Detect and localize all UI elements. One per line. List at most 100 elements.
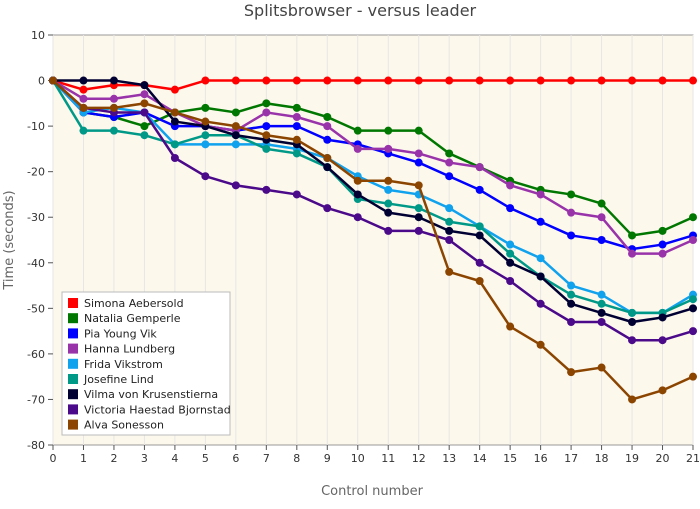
x-tick-label-0: 0 [50,452,57,465]
y-axis-ticks: 10 0 -10 -20 -30 -40 -50 -60 -70 -80 [27,29,53,452]
data-point-2-9 [323,135,332,144]
data-point-0-10 [353,76,362,85]
data-point-5-14 [475,222,484,231]
data-point-2-20 [658,240,667,249]
data-point-5-1 [79,126,88,135]
data-point-7-10 [353,213,362,222]
x-tick-label-4: 4 [171,452,178,465]
data-point-6-12 [414,213,423,222]
data-point-8-8 [292,135,301,144]
data-point-8-17 [567,368,576,377]
legend-label-3: Hanna Lundberg [84,343,175,356]
data-point-2-13 [445,172,454,181]
x-tick-label-2: 2 [110,452,117,465]
x-tick-label-6: 6 [232,452,239,465]
data-point-2-15 [506,204,515,213]
data-point-5-13 [445,217,454,226]
data-point-3-19 [628,249,637,258]
data-point-3-15 [506,181,515,190]
legend-label-4: Frida Vikstrom [84,358,163,371]
data-point-6-14 [475,231,484,240]
data-point-2-17 [567,231,576,240]
data-point-0-11 [384,76,393,85]
data-point-4-6 [231,140,240,149]
y-tick-label-3: -20 [27,166,45,179]
data-point-4-16 [536,254,545,263]
data-point-2-8 [292,122,301,131]
y-tick-label-4: -30 [27,211,45,224]
data-point-8-10 [353,176,362,185]
data-point-1-21 [689,213,697,222]
y-tick-label-1: 0 [38,75,45,88]
data-point-3-7 [262,108,271,117]
data-point-6-4 [170,117,179,126]
data-point-8-5 [201,117,210,126]
data-point-8-15 [506,322,515,331]
data-point-8-11 [384,176,393,185]
series-line-7 [52,79,694,342]
data-point-7-5 [201,172,210,181]
y-tick-label-8: -70 [27,393,45,406]
data-point-0-21 [689,76,697,85]
data-point-8-13 [445,267,454,276]
data-point-5-4 [170,140,179,149]
data-point-5-5 [201,131,210,140]
legend-label-0: Simona Aebersold [84,297,184,310]
data-point-8-1 [79,103,88,112]
data-point-0-7 [262,76,271,85]
x-tick-label-11: 11 [381,452,395,465]
data-point-6-11 [384,208,393,217]
data-point-4-18 [597,290,606,299]
data-point-7-8 [292,190,301,199]
data-point-7-20 [658,336,667,345]
data-point-1-11 [384,126,393,135]
series-line-8 [52,79,694,401]
data-point-5-3 [140,131,149,140]
data-point-0-17 [567,76,576,85]
data-point-0-20 [658,76,667,85]
data-point-6-9 [323,163,332,172]
data-point-0-6 [231,76,240,85]
data-point-8-16 [536,340,545,349]
x-tick-label-17: 17 [564,452,578,465]
series-line-4 [52,79,694,315]
data-point-0-16 [536,76,545,85]
data-point-4-17 [567,281,576,290]
data-point-3-8 [292,113,301,121]
series-layer [49,76,697,404]
data-point-2-18 [597,236,606,244]
x-tick-label-12: 12 [412,452,426,465]
data-point-1-20 [658,226,667,235]
series-line-5 [51,79,694,315]
data-point-8-3 [140,99,149,108]
data-point-3-11 [384,144,393,153]
data-point-1-5 [201,103,210,112]
x-tick-label-10: 10 [351,452,365,465]
series-line-0 [52,79,693,91]
data-point-4-15 [506,240,515,249]
legend-swatch-4 [68,358,78,369]
y-tick-label-5: -40 [27,257,45,270]
data-point-6-16 [536,272,545,281]
data-point-6-18 [597,308,606,317]
x-axis-ticks: 0 1 2 3 4 5 6 7 8 9 10 11 12 13 14 15 16 17 18 19 20 21 [50,445,700,465]
x-tick-label-9: 9 [324,452,331,465]
x-tick-label-1: 1 [80,452,87,465]
x-tick-label-7: 7 [263,452,270,465]
data-point-4-13 [445,204,454,213]
series-7 [49,76,697,345]
x-axis-label: Control number [321,484,424,499]
data-point-7-11 [384,226,393,235]
data-point-0-15 [506,76,515,85]
data-point-8-0 [49,76,57,85]
data-point-3-14 [475,163,484,172]
legend-swatch-2 [68,328,78,339]
data-point-0-19 [628,76,637,85]
data-point-2-7 [262,122,271,131]
data-point-6-20 [658,313,667,322]
chart-title: Splitsbrowser - versus leader [244,1,477,20]
data-point-0-18 [597,76,606,85]
data-point-8-9 [323,154,332,162]
y-axis-label: Time (seconds) [2,190,17,290]
x-tick-label-16: 16 [534,452,548,465]
